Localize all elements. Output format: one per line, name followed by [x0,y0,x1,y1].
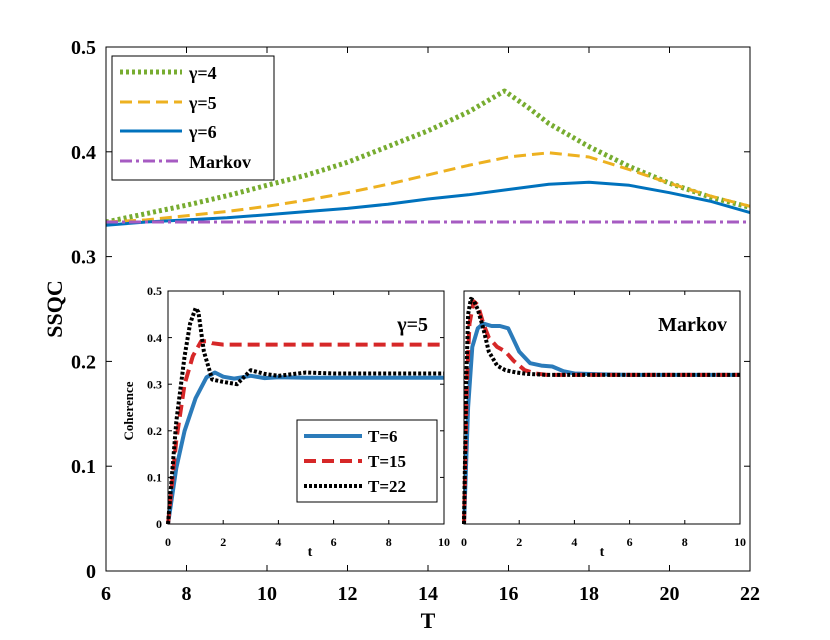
inset2-x-tick-label: 4 [571,535,577,549]
main-legend-label-gamma6: γ=6 [188,122,217,142]
inset2-x-tick-label: 6 [627,535,633,549]
inset1-legend-label-t6: T=6 [368,427,398,446]
inset1-y-axis-label: Coherence [121,381,136,440]
inset1-legend-label-t15: T=15 [368,452,406,471]
inset1-legend-box [296,419,438,503]
inset1-annotation: γ=5 [396,314,428,336]
inset1-x-tick-label: 6 [331,535,337,549]
inset2-x-tick-label: 10 [734,535,746,549]
main-x-tick-label: 8 [182,583,192,605]
main-x-tick-label: 6 [101,583,111,605]
inset1-x-tick-label: 8 [386,535,392,549]
main-x-tick-label: 22 [740,583,760,605]
inset1-x-tick-label: 0 [165,535,171,549]
inset1-y-tick-label: 0.2 [147,424,162,438]
main-legend-box [111,55,275,181]
inset1-plot-frame [167,290,445,525]
main-x-tick-label: 18 [579,583,599,605]
main-legend-label-markov: Markov [189,152,251,172]
inset2-annotation: Markov [658,314,727,336]
inset2-x-tick-label: 2 [516,535,522,549]
inset2-series-line-0 [462,321,740,525]
main-x-tick-label: 20 [660,583,680,605]
inset2-ticks-group: 0 2 4 6 8 10 [461,291,746,549]
inset1-y-tick-label: 0.3 [147,377,162,391]
inset1-x-tick-label: 4 [275,535,281,549]
inset1-x-tick-label: 10 [438,535,450,549]
main-series-line-0 [105,88,751,225]
main-series-line-1 [105,151,751,224]
main-series-group [105,88,751,227]
inset1-y-tick-label: 0 [156,517,162,531]
inset1-y-tick-label: 0.4 [147,331,162,345]
inset2-plot-frame [463,290,741,525]
main-legend: γ=4 γ=5 γ=6 Markov [111,55,275,181]
main-x-axis-label: T [421,608,436,633]
main-y-tick-label: 0.3 [71,247,96,269]
inset1-series-line-1 [166,339,444,525]
main-x-tick-label: 12 [338,583,358,605]
inset1-y-tick-label: 0.5 [147,284,162,298]
inset1-y-tick-label: 0.1 [147,471,162,485]
inset1-x-tick-label: 2 [220,535,226,549]
main-y-tick-label: 0 [86,561,96,583]
inset2-series-line-2 [462,296,740,525]
inset2-x-tick-label: 0 [461,535,467,549]
inset2-series-group [462,296,740,525]
main-x-tick-label: 14 [418,583,438,605]
main-x-tick-label: 10 [257,583,277,605]
inset2-x-axis-label: t [600,545,605,560]
inset1-legend: T=6 T=15 T=22 [296,419,438,503]
main-y-axis-label: SSQC [42,280,67,337]
main-y-tick-label: 0.2 [71,351,96,373]
main-y-tick-label: 0.5 [71,37,96,59]
inset1-legend-label-t22: T=22 [368,477,406,496]
inset1-ticks-group: 0 2 4 6 8 10 0 0.1 0.2 0.3 0.4 0.5 [147,284,450,549]
inset1-series-line-0 [166,370,444,525]
inset1-series-group [166,306,444,525]
main-x-tick-label: 16 [499,583,519,605]
inset2-x-tick-label: 8 [682,535,688,549]
main-series-line-2 [105,180,751,227]
main-y-tick-label: 0.4 [71,142,96,164]
main-legend-label-gamma5: γ=5 [188,93,217,113]
inset1-series-line-2 [166,306,444,525]
inset1-x-axis-label: t [308,545,313,560]
inset2-axes: 0 2 4 6 8 10 t Markov [461,290,746,560]
main-legend-label-gamma4: γ=4 [188,63,217,83]
main-y-tick-label: 0.1 [71,456,96,478]
